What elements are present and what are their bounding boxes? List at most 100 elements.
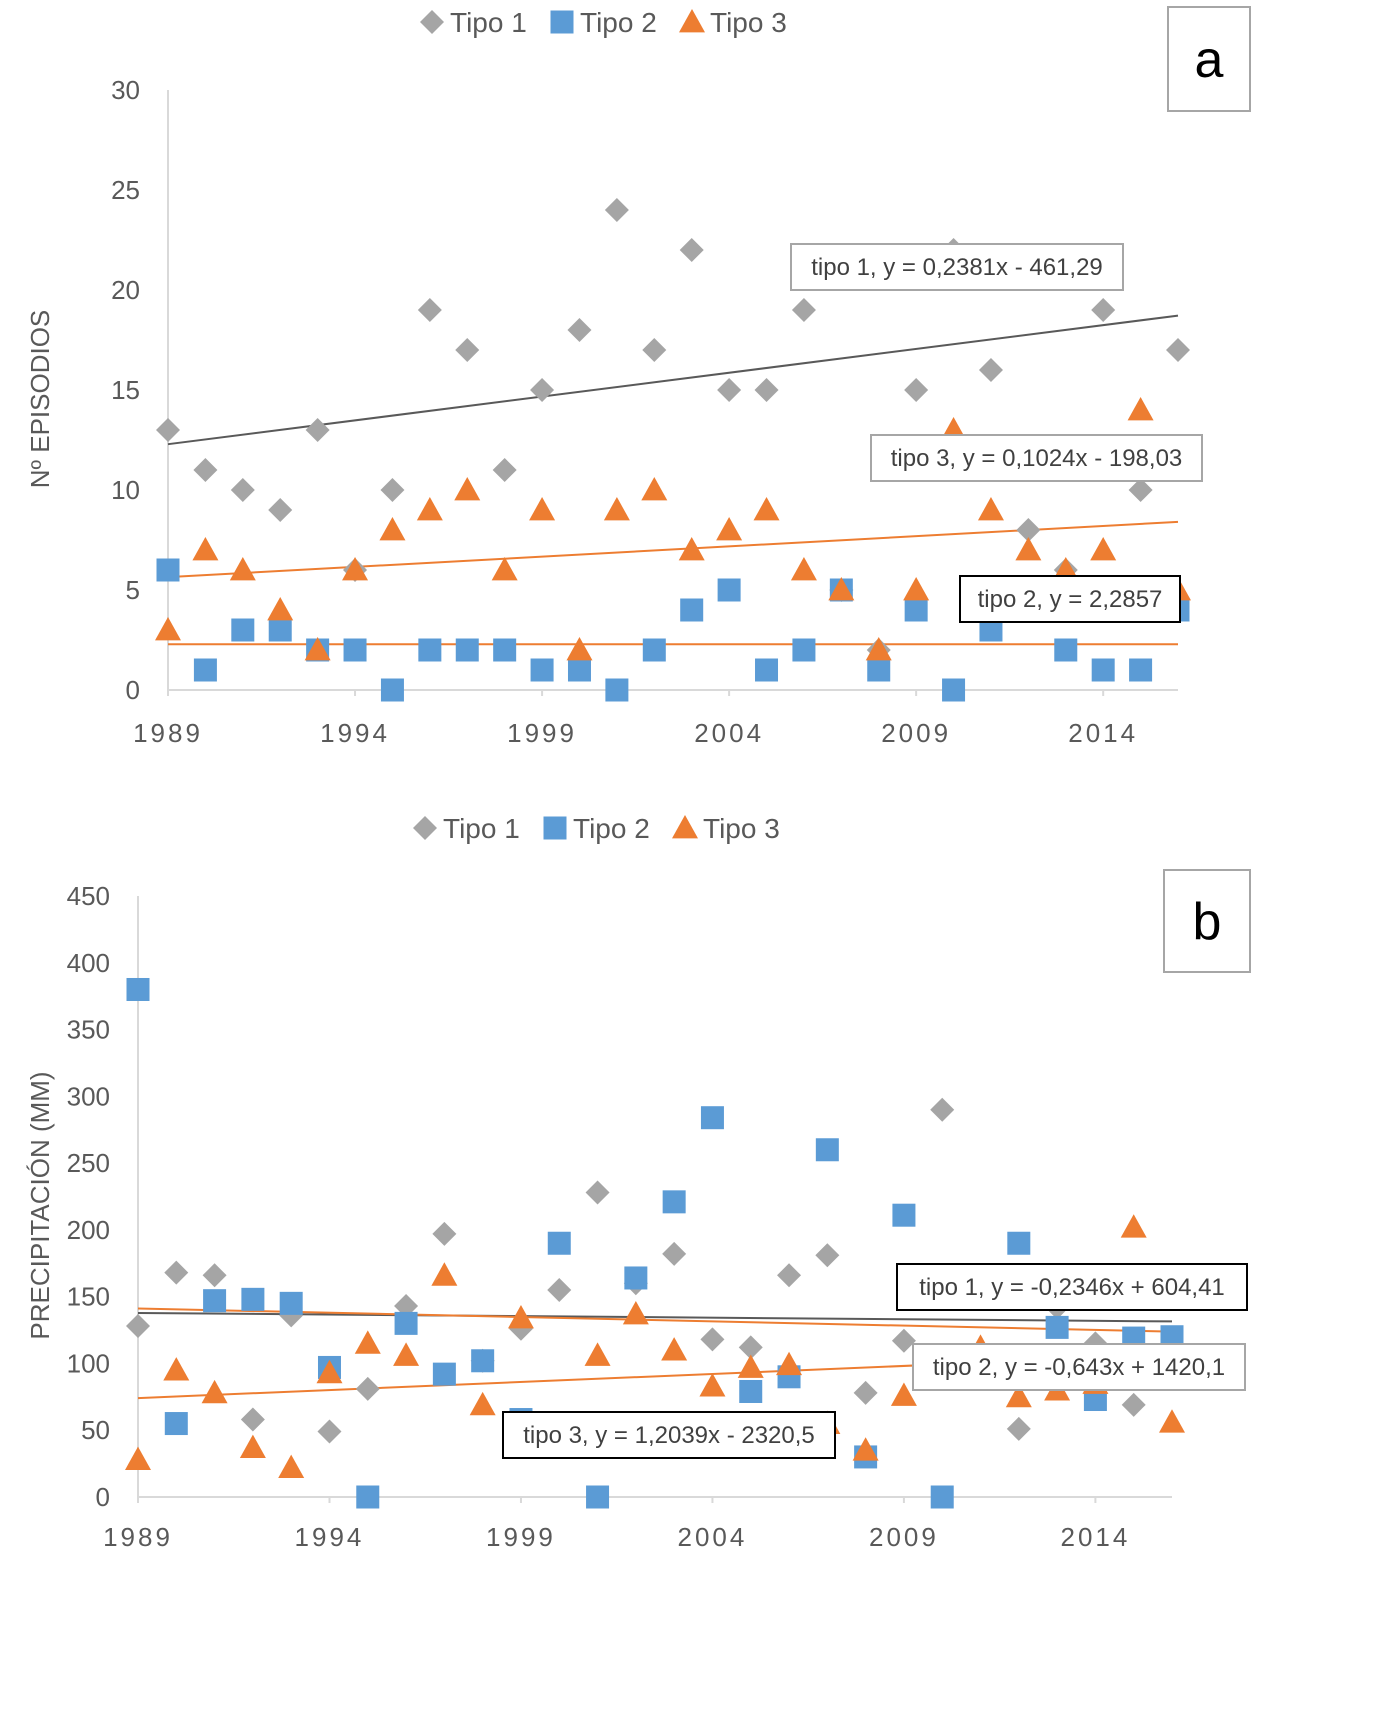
data-point-tipo-2	[380, 678, 404, 702]
trendline-equation: tipo 2, y = -0,643x + 1420,1	[933, 1354, 1225, 1381]
data-point-tipo-3	[1127, 397, 1154, 421]
data-point-tipo-3	[454, 477, 481, 501]
data-point-tipo-3	[469, 1391, 496, 1416]
data-point-tipo-1	[355, 1376, 380, 1401]
data-point-tipo-2	[739, 1379, 763, 1403]
y-tick-label: 400	[67, 948, 110, 978]
data-point-tipo-2	[586, 1485, 610, 1509]
x-tick-label: 2014	[1068, 718, 1138, 748]
legend-marker-1	[413, 816, 437, 840]
data-point-tipo-3	[865, 637, 892, 661]
data-point-tipo-2	[1007, 1231, 1031, 1255]
x-tick-label: 2009	[881, 718, 951, 748]
legend: Tipo 1 Tipo 2 Tipo 3	[413, 813, 780, 844]
data-point-tipo-2	[904, 598, 928, 622]
x-tick-label: 2004	[678, 1522, 748, 1552]
data-point-tipo-1	[930, 1097, 955, 1122]
data-point-tipo-1	[164, 1260, 189, 1285]
data-point-tipo-3	[903, 577, 930, 601]
data-point-tipo-1	[853, 1380, 878, 1405]
data-point-tipo-2	[942, 678, 966, 702]
data-point-tipo-2	[792, 638, 816, 662]
data-point-tipo-1	[777, 1263, 802, 1288]
data-point-tipo-1	[380, 478, 405, 502]
y-tick-label: 450	[67, 881, 110, 911]
trendline-tipo-2	[137, 1307, 1173, 1333]
data-point-tipo-1	[268, 498, 293, 522]
data-point-tipo-1	[202, 1263, 227, 1288]
trendline-equation: tipo 1, y = 0,2381x - 461,29	[811, 254, 1103, 281]
trendline-equation: tipo 2, y = 2,2857	[978, 586, 1163, 613]
data-point-tipo-3	[1052, 557, 1079, 581]
legend-label-1: Tipo 1	[450, 7, 527, 38]
data-point-tipo-2	[356, 1485, 380, 1509]
legend-label-3: Tipo 3	[703, 813, 780, 844]
y-tick-label: 100	[67, 1348, 110, 1378]
data-point-tipo-3	[603, 497, 630, 521]
data-point-tipo-3	[852, 1437, 879, 1461]
data-point-tipo-2	[418, 638, 442, 662]
trendline-equation: tipo 3, y = 0,1024x - 198,03	[891, 445, 1183, 472]
data-point-tipo-1	[700, 1327, 725, 1352]
data-point-tipo-1	[1128, 478, 1153, 502]
y-tick-label: 30	[111, 75, 140, 105]
data-point-tipo-1	[156, 418, 180, 442]
data-point-tipo-2	[1045, 1315, 1069, 1339]
data-point-tipo-1	[679, 238, 704, 262]
data-point-tipo-3	[316, 1359, 343, 1384]
data-point-tipo-3	[125, 1446, 151, 1471]
data-point-tipo-3	[584, 1342, 611, 1366]
data-point-tipo-2	[432, 1362, 456, 1386]
data-point-tipo-2	[231, 618, 255, 642]
data-point-tipo-3	[201, 1379, 228, 1404]
data-point-tipo-2	[815, 1138, 839, 1162]
data-point-tipo-3	[155, 617, 181, 641]
data-point-tipo-2	[156, 558, 180, 582]
data-point-tipo-3	[566, 637, 593, 661]
data-point-tipo-3	[379, 517, 406, 541]
data-point-tipo-1	[791, 298, 816, 322]
panel-label-box	[1167, 6, 1251, 112]
trendline-label-box	[870, 434, 1203, 482]
data-point-tipo-3	[890, 1382, 917, 1406]
data-point-tipo-3	[790, 557, 817, 581]
trendline-tipo-1	[167, 314, 1179, 446]
data-point-tipo-2	[268, 618, 292, 642]
data-point-tipo-2	[343, 638, 367, 662]
data-point-tipo-1	[642, 338, 667, 362]
data-point-tipo-1	[1166, 338, 1190, 362]
x-tick-label: 1994	[320, 718, 390, 748]
data-point-tipo-3	[192, 537, 219, 561]
data-point-tipo-2	[203, 1289, 227, 1313]
legend-label-2: Tipo 2	[580, 7, 657, 38]
data-point-tipo-2	[394, 1311, 418, 1335]
chart-panel-a: Tipo 1 Tipo 2 Tipo 3 0 5 10 15 20 25 30 1989 1994 19…	[25, 6, 1251, 748]
data-point-tipo-1	[492, 458, 517, 482]
data-point-tipo-3	[267, 597, 294, 621]
data-point-tipo-2	[605, 678, 629, 702]
y-tick-label: 25	[111, 175, 140, 205]
x-tick-label: 2009	[869, 1522, 939, 1552]
data-point-tipo-3	[661, 1337, 688, 1361]
y-axis-label: PRECIPITACIÓN (MM)	[25, 1071, 55, 1339]
data-point-tipo-1	[891, 1328, 916, 1353]
data-point-tipo-3	[641, 477, 668, 501]
data-point-tipo-3	[737, 1354, 764, 1378]
data-point-tipo-2	[867, 658, 891, 682]
data-point-tipo-2	[642, 638, 666, 662]
data-point-tipo-3	[1159, 1409, 1185, 1433]
y-tick-label: 350	[67, 1015, 110, 1045]
x-tick-label: 1999	[486, 1522, 556, 1552]
data-point-tipo-3	[304, 637, 331, 661]
data-point-tipo-1	[455, 338, 480, 362]
data-point-tipo-1	[193, 458, 218, 482]
data-point-tipo-3	[716, 517, 743, 541]
y-tick-label: 150	[67, 1282, 110, 1312]
data-point-tipo-3	[828, 577, 855, 601]
data-point-tipo-1	[1016, 518, 1041, 542]
y-tick-label: 250	[67, 1148, 110, 1178]
y-tick-label: 15	[111, 375, 140, 405]
data-point-tipo-2	[624, 1266, 648, 1290]
trendline-tipo-1	[137, 1311, 1173, 1323]
